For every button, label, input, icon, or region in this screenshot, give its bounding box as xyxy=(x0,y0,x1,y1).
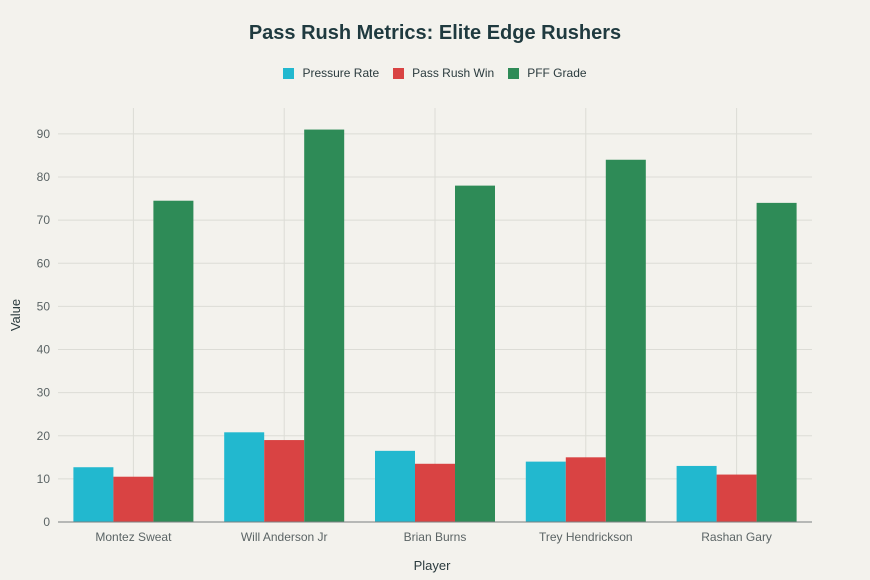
y-tick-label: 80 xyxy=(37,170,51,184)
y-tick-label: 20 xyxy=(37,429,51,443)
y-tick-label: 30 xyxy=(37,386,51,400)
bar-pff-grade xyxy=(605,159,646,522)
chart-title: Pass Rush Metrics: Elite Edge Rushers xyxy=(248,22,622,44)
legend-label-pass-rush-win: Pass Rush Win xyxy=(412,66,495,80)
legend-swatch-pressure-rate xyxy=(283,67,295,79)
x-tick-label: Trey Hendrickson xyxy=(539,530,633,544)
y-tick-label: 50 xyxy=(37,299,51,313)
legend: Pressure Rate Pass Rush Win PFF Grade xyxy=(0,66,870,80)
bar-pass-rush-win xyxy=(113,476,154,522)
bar-pressure-rate xyxy=(525,461,566,522)
bar-pressure-rate xyxy=(73,467,114,522)
x-tick-label: Will Anderson Jr xyxy=(241,530,328,544)
legend-item-pff-grade[interactable]: PFF Grade xyxy=(508,66,587,80)
legend-label-pressure-rate: Pressure Rate xyxy=(302,66,380,80)
y-tick-label: 60 xyxy=(37,256,51,270)
y-tick-label: 40 xyxy=(37,343,51,357)
x-tick-label: Montez Sweat xyxy=(95,530,172,544)
bar-pff-grade xyxy=(455,185,495,522)
y-tick-label: 70 xyxy=(37,213,51,227)
bar-pressure-rate xyxy=(676,465,717,522)
x-axis-title: Player xyxy=(414,558,452,573)
x-tick-label: Brian Burns xyxy=(404,530,467,544)
bar-pff-grade xyxy=(756,202,797,522)
bar-pressure-rate xyxy=(375,450,415,522)
y-axis-title: Value xyxy=(8,299,23,331)
y-tick-label: 0 xyxy=(43,515,50,529)
bar-pass-rush-win xyxy=(415,463,455,522)
y-tick-label: 10 xyxy=(37,472,51,486)
y-tick-label: 90 xyxy=(37,127,51,141)
legend-swatch-pff-grade xyxy=(508,67,520,79)
legend-item-pressure-rate[interactable]: Pressure Rate xyxy=(283,66,379,80)
bar-pff-grade xyxy=(153,200,194,522)
legend-item-pass-rush-win[interactable]: Pass Rush Win xyxy=(393,66,494,80)
legend-label-pff-grade: PFF Grade xyxy=(527,66,587,80)
bar-pass-rush-win xyxy=(264,440,305,522)
bar-pressure-rate xyxy=(224,432,265,522)
legend-swatch-pass-rush-win xyxy=(393,67,405,79)
bar-pass-rush-win xyxy=(716,474,757,522)
bar-pass-rush-win xyxy=(565,457,606,522)
bar-pff-grade xyxy=(304,129,345,522)
x-tick-label: Rashan Gary xyxy=(701,530,772,544)
